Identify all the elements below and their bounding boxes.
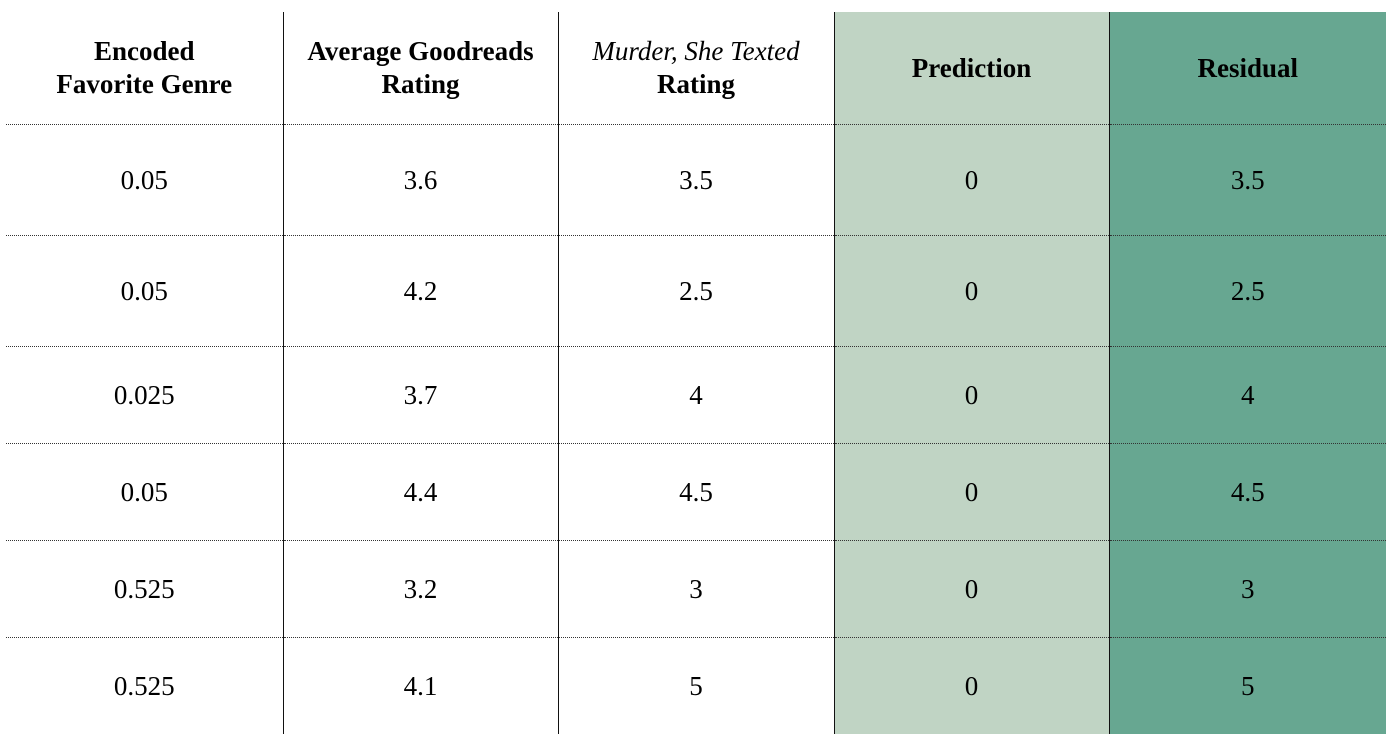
column-header-line: Encoded [93, 36, 195, 66]
cell-encoded-genre: 0.05 [6, 124, 284, 236]
column-header-encoded-genre: Encoded Favorite Genre [6, 12, 284, 125]
ratings-prediction-table: Encoded Favorite Genre Average Goodreads Ra… [6, 12, 1386, 734]
column-header-line: Favorite Genre [56, 69, 233, 99]
column-header-line: Prediction [911, 52, 1032, 83]
cell-encoded-genre: 0.05 [6, 443, 284, 541]
cell-prediction: 0 [834, 124, 1110, 236]
cell-prediction: 0 [834, 637, 1110, 734]
table-row: 0.525 3.2 3 0 3 [6, 540, 1386, 638]
cell-prediction: 0 [834, 346, 1110, 444]
column-header-line: Average Goodreads [307, 36, 534, 66]
column-header-line: Rating [656, 69, 735, 99]
cell-prediction: 0 [834, 443, 1110, 541]
table-row: 0.05 3.6 3.5 0 3.5 [6, 124, 1386, 236]
column-header-line: Residual [1197, 52, 1299, 83]
cell-encoded-genre: 0.05 [6, 235, 284, 347]
cell-residual: 4 [1109, 346, 1386, 444]
cell-mst-rating: 5 [558, 637, 835, 734]
table-row: 0.025 3.7 4 0 4 [6, 346, 1386, 444]
cell-residual: 2.5 [1109, 235, 1386, 347]
column-header-residual: Residual [1109, 12, 1386, 125]
cell-mst-rating: 3 [558, 540, 835, 638]
column-header-line: Rating [381, 69, 460, 99]
cell-avg-goodreads: 4.2 [283, 235, 559, 347]
cell-encoded-genre: 0.525 [6, 540, 284, 638]
column-header-line: Murder, She Texted [592, 36, 800, 66]
cell-residual: 3.5 [1109, 124, 1386, 236]
cell-avg-goodreads: 3.6 [283, 124, 559, 236]
table-body: 0.05 3.6 3.5 0 3.5 0.05 4.2 2.5 0 2.5 0.025 3.7 4 0 4 0… [6, 124, 1386, 734]
column-header-prediction: Prediction [834, 12, 1110, 125]
cell-encoded-genre: 0.025 [6, 346, 284, 444]
cell-residual: 4.5 [1109, 443, 1386, 541]
cell-residual: 3 [1109, 540, 1386, 638]
cell-mst-rating: 4 [558, 346, 835, 444]
cell-avg-goodreads: 3.2 [283, 540, 559, 638]
column-header-avg-goodreads: Average Goodreads Rating [283, 12, 559, 125]
cell-avg-goodreads: 4.1 [283, 637, 559, 734]
cell-avg-goodreads: 4.4 [283, 443, 559, 541]
cell-prediction: 0 [834, 540, 1110, 638]
cell-encoded-genre: 0.525 [6, 637, 284, 734]
cell-mst-rating: 3.5 [558, 124, 835, 236]
cell-mst-rating: 4.5 [558, 443, 835, 541]
table-row: 0.525 4.1 5 0 5 [6, 637, 1386, 734]
cell-avg-goodreads: 3.7 [283, 346, 559, 444]
column-header-mst-rating: Murder, She Texted Rating [558, 12, 835, 125]
cell-mst-rating: 2.5 [558, 235, 835, 347]
data-table-container: Encoded Favorite Genre Average Goodreads Ra… [6, 12, 1386, 734]
table-row: 0.05 4.4 4.5 0 4.5 [6, 443, 1386, 541]
table-row: 0.05 4.2 2.5 0 2.5 [6, 235, 1386, 347]
cell-residual: 5 [1109, 637, 1386, 734]
table-header-row: Encoded Favorite Genre Average Goodreads Ra… [6, 12, 1386, 125]
cell-prediction: 0 [834, 235, 1110, 347]
